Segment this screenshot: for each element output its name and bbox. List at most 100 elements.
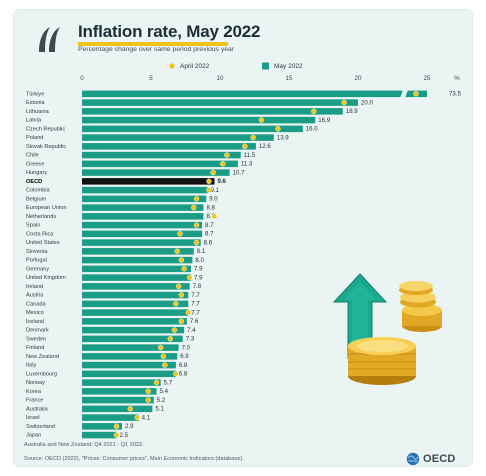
- title-underline: [78, 42, 228, 46]
- bar-row: Italy 6.8: [26, 361, 188, 369]
- value-label: 8.8: [206, 213, 215, 220]
- may-bar: [82, 195, 207, 203]
- may-bar: [82, 204, 204, 211]
- x-tick-label: 5: [149, 75, 153, 82]
- country-label: Norway: [26, 380, 45, 386]
- country-label: Canada: [26, 301, 46, 307]
- country-label: Estonia: [26, 100, 46, 106]
- may-bar: [82, 318, 187, 325]
- value-label: 2.9: [125, 423, 134, 430]
- april-dot: [224, 152, 230, 158]
- coin-stack-small: [399, 281, 442, 332]
- bar-row: Norway 5.7: [26, 379, 173, 386]
- bar-row: Ireland 7.8: [26, 283, 202, 290]
- country-label: New Zealand: [26, 354, 59, 360]
- x-unit-label: %: [454, 75, 460, 82]
- country-label: Austria: [26, 293, 44, 299]
- value-label: 18.9: [346, 108, 358, 115]
- bar-row: Portugal 8.0: [26, 256, 204, 264]
- bar-row: Latvia 16.9: [26, 116, 331, 124]
- may-bar: [82, 134, 274, 141]
- country-label: Greece: [26, 161, 44, 167]
- april-dot: [185, 309, 191, 316]
- may-bar: [82, 335, 183, 343]
- value-label: 9.6: [217, 178, 226, 185]
- bar-row: Denmark 7.4: [26, 326, 196, 334]
- value-label: 13.9: [277, 134, 289, 141]
- april-dot: [193, 239, 200, 246]
- value-label: 8.0: [195, 257, 204, 264]
- april-dot: [210, 169, 216, 176]
- may-bar: [82, 414, 139, 421]
- legend-april-dot: [169, 63, 175, 69]
- globe-icon: [406, 452, 420, 466]
- source-note: Source: OECD (2022), "Prices: Consumer p…: [24, 456, 244, 462]
- april-dot: [250, 134, 256, 141]
- bar-row: Canada 7.7: [26, 300, 200, 308]
- value-label: 5.7: [164, 379, 173, 386]
- may-bar: [82, 423, 123, 430]
- country-label: Germany: [26, 266, 49, 272]
- value-label: 5.2: [157, 397, 166, 404]
- may-bar: [82, 291, 189, 299]
- legend: April 2022 May 2022: [169, 62, 303, 70]
- value-label: 10.7: [233, 169, 245, 176]
- country-label: Denmark: [26, 328, 49, 334]
- country-label: Iceland: [26, 319, 44, 325]
- chart-subtitle: Percentage change over same period previ…: [78, 46, 235, 53]
- may-bar: [82, 326, 185, 334]
- april-dot: [341, 99, 347, 106]
- legend-may-label: May 2022: [274, 63, 303, 70]
- value-label: 7.4: [187, 327, 196, 334]
- country-label: Colombia: [26, 188, 51, 194]
- april-dot: [134, 414, 140, 421]
- country-label: Switzerland: [26, 424, 55, 430]
- bar-chart: April 2022 May 2022 0 5 10 15 20 25% Türkiye 7…: [26, 62, 461, 439]
- value-label: 7.8: [193, 283, 202, 290]
- april-dot: [173, 301, 179, 307]
- footnote: Australia and New Zealand: Q4 2021 - Q1 …: [24, 442, 144, 448]
- value-label: 6.8: [179, 371, 188, 378]
- country-label: Finland: [26, 345, 44, 351]
- value-label: 9.0: [209, 196, 218, 203]
- bar-row: Chile 11.5: [26, 151, 256, 159]
- country-label: Luxembourg: [26, 371, 57, 377]
- may-bar: [82, 396, 154, 404]
- x-tick-label: 15: [286, 75, 293, 82]
- may-bar: [82, 90, 427, 98]
- april-dot: [173, 371, 179, 377]
- country-label: Poland: [26, 135, 43, 141]
- country-label: Sweden: [26, 336, 46, 342]
- country-label: Ireland: [26, 284, 43, 290]
- country-label: Italy: [26, 363, 36, 369]
- x-tick-label: 20: [355, 75, 362, 82]
- bar-row: Hungary 10.7: [26, 169, 245, 176]
- may-bar: [82, 405, 153, 413]
- may-bar: [82, 108, 343, 115]
- x-tick-label: 10: [217, 75, 224, 82]
- country-label: Spain: [26, 223, 40, 229]
- april-dot: [162, 362, 168, 368]
- april-dot: [127, 406, 134, 412]
- may-bar: [82, 388, 157, 395]
- country-label: Korea: [26, 389, 42, 395]
- april-dot: [258, 117, 265, 123]
- april-dot: [191, 204, 197, 211]
- bars: Türkiye 73.5 Estonia 20.0 Lithuania 18.9 Latvi…: [26, 89, 461, 439]
- bar-row: Mexico 7.7: [26, 309, 200, 316]
- country-label: Japan: [26, 433, 41, 439]
- bar-row: Belgium 9.0: [26, 195, 218, 203]
- x-axis: 0 5 10 15 20 25%: [80, 75, 460, 82]
- bar-row: Costa Rica 8.7: [26, 230, 214, 238]
- may-bar: [82, 143, 256, 150]
- bar-row: OECD 9.6: [26, 178, 227, 185]
- bar-row: Greece 11.3: [26, 160, 253, 168]
- country-label: Mexico: [26, 310, 44, 316]
- april-dot: [113, 423, 120, 429]
- country-label: Netherlands: [26, 214, 56, 220]
- april-dot: [413, 91, 419, 97]
- value-label: 7.7: [191, 301, 200, 308]
- country-label: Portugal: [26, 258, 47, 264]
- april-dot: [145, 397, 151, 403]
- april-dot: [157, 344, 164, 351]
